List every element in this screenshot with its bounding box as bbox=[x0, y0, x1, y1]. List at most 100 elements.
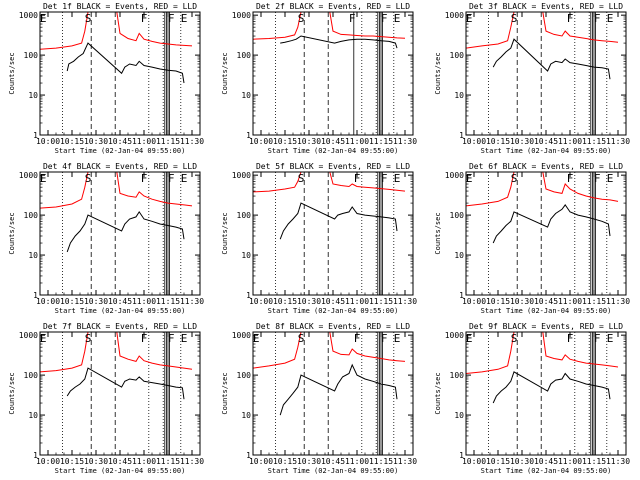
y-tick-label: 1000 bbox=[445, 171, 464, 180]
plot-frame bbox=[465, 331, 627, 456]
x-tick-label: 10:30 bbox=[84, 297, 108, 306]
interval-marker-label: E bbox=[394, 12, 401, 25]
x-tick-label: 10:45 bbox=[108, 297, 132, 306]
interval-marker-label: S bbox=[85, 12, 92, 25]
x-tick-label: 10:00 bbox=[36, 457, 60, 466]
x-axis-label: Start Time (02-Jan-04 09:55:00) bbox=[268, 147, 399, 155]
y-tick-label: 10 bbox=[28, 411, 38, 420]
x-tick-label: 10:00 bbox=[462, 297, 486, 306]
x-tick-label: 11:15 bbox=[156, 297, 180, 306]
x-tick-label: 11:30 bbox=[393, 457, 417, 466]
y-tick-label: 10 bbox=[454, 91, 464, 100]
x-axis-label: Start Time (02-Jan-04 09:55:00) bbox=[55, 307, 186, 315]
x-tick-label: 11:30 bbox=[393, 137, 417, 146]
interval-marker-label: F bbox=[594, 172, 601, 185]
interval-marker-label: F bbox=[354, 172, 361, 185]
y-tick-label: 10 bbox=[241, 91, 251, 100]
x-tick-label: 11:15 bbox=[582, 297, 606, 306]
interval-marker-label: F bbox=[381, 12, 388, 25]
x-tick-label: 10:15 bbox=[60, 137, 84, 146]
events-series-line bbox=[280, 35, 398, 49]
x-tick-label: 11:00 bbox=[345, 137, 369, 146]
interval-marker-label: F bbox=[354, 332, 361, 345]
x-tick-label: 10:45 bbox=[108, 137, 132, 146]
interval-marker-label: S bbox=[85, 172, 92, 185]
x-tick-label: 11:30 bbox=[606, 457, 630, 466]
panel-title: Det 2f BLACK = Events, RED = LLD bbox=[256, 2, 410, 11]
y-axis-label: Counts/sec bbox=[221, 52, 229, 94]
y-axis-label: Counts/sec bbox=[434, 52, 442, 94]
lld-series-line bbox=[465, 331, 619, 374]
interval-marker-label: E bbox=[466, 12, 473, 25]
y-tick-label: 1 bbox=[33, 131, 38, 140]
y-tick-label: 1000 bbox=[232, 11, 251, 20]
panel-det-4: Det 4f BLACK = Events, RED = LLD 1 10 100 10… bbox=[8, 162, 204, 315]
panel-det-3: Det 3f BLACK = Events, RED = LLD 1 10 100 10… bbox=[434, 2, 630, 155]
y-tick-label: 1 bbox=[246, 451, 251, 460]
panel-det-6: Det 6f BLACK = Events, RED = LLD 1 10 100 10… bbox=[434, 162, 630, 315]
y-axis-label: Counts/sec bbox=[434, 372, 442, 414]
x-tick-label: 11:00 bbox=[558, 137, 582, 146]
lld-series-line bbox=[39, 171, 193, 209]
x-tick-label: 11:00 bbox=[132, 457, 156, 466]
lld-series-line bbox=[39, 331, 193, 373]
x-tick-label: 11:00 bbox=[132, 297, 156, 306]
y-tick-label: 10 bbox=[241, 411, 251, 420]
panel-title: Det 6f BLACK = Events, RED = LLD bbox=[469, 162, 623, 171]
x-tick-label: 11:30 bbox=[606, 137, 630, 146]
x-tick-label: 10:15 bbox=[486, 297, 510, 306]
x-tick-label: 11:30 bbox=[180, 297, 204, 306]
lld-series-line bbox=[252, 171, 406, 193]
x-tick-label: 11:00 bbox=[558, 297, 582, 306]
x-tick-label: 11:00 bbox=[558, 457, 582, 466]
x-tick-label: 11:00 bbox=[345, 297, 369, 306]
interval-marker-label: E bbox=[607, 172, 614, 185]
y-tick-label: 1 bbox=[459, 451, 464, 460]
x-tick-label: 10:45 bbox=[534, 457, 558, 466]
y-tick-label: 100 bbox=[237, 51, 252, 60]
interval-marker-label: F bbox=[381, 172, 388, 185]
x-axis-label: Start Time (02-Jan-04 09:55:00) bbox=[481, 467, 612, 475]
interval-marker-label: E bbox=[607, 12, 614, 25]
x-tick-label: 10:45 bbox=[534, 297, 558, 306]
x-tick-label: 11:30 bbox=[180, 457, 204, 466]
interval-marker-label: E bbox=[40, 332, 47, 345]
panel-det-9: Det 9f BLACK = Events, RED = LLD 1 10 100 10… bbox=[434, 322, 630, 475]
x-tick-label: 10:45 bbox=[534, 137, 558, 146]
interval-marker-label: F bbox=[168, 332, 175, 345]
y-tick-label: 100 bbox=[24, 51, 39, 60]
y-tick-label: 1 bbox=[33, 291, 38, 300]
y-tick-label: 1 bbox=[33, 451, 38, 460]
y-tick-label: 100 bbox=[450, 51, 465, 60]
lld-series-line bbox=[39, 11, 193, 50]
panel-title: Det 9f BLACK = Events, RED = LLD bbox=[469, 322, 623, 331]
x-tick-label: 11:30 bbox=[180, 137, 204, 146]
interval-marker-label: F bbox=[594, 12, 601, 25]
x-axis-label: Start Time (02-Jan-04 09:55:00) bbox=[268, 467, 399, 475]
interval-marker-label: S bbox=[511, 172, 518, 185]
y-tick-label: 100 bbox=[450, 211, 465, 220]
x-tick-label: 11:15 bbox=[156, 457, 180, 466]
panel-det-5: Det 5f BLACK = Events, RED = LLD 1 10 100 10… bbox=[221, 162, 417, 315]
y-tick-label: 1000 bbox=[19, 171, 38, 180]
y-tick-label: 1 bbox=[459, 131, 464, 140]
plot-frame bbox=[465, 171, 627, 296]
interval-marker-label: F bbox=[141, 332, 148, 345]
events-series-line bbox=[492, 204, 611, 244]
y-tick-label: 1000 bbox=[19, 11, 38, 20]
interval-marker-label: F bbox=[567, 332, 574, 345]
x-axis-label: Start Time (02-Jan-04 09:55:00) bbox=[55, 467, 186, 475]
y-tick-label: 10 bbox=[28, 251, 38, 260]
x-tick-label: 11:00 bbox=[132, 137, 156, 146]
x-tick-label: 10:45 bbox=[321, 137, 345, 146]
x-tick-label: 10:30 bbox=[84, 137, 108, 146]
events-series-line bbox=[492, 38, 611, 80]
x-tick-label: 11:15 bbox=[369, 297, 393, 306]
lld-series-line bbox=[465, 11, 619, 49]
panel-det-8: Det 8f BLACK = Events, RED = LLD 1 10 100 10… bbox=[221, 322, 417, 475]
interval-marker-label: E bbox=[181, 172, 188, 185]
interval-marker-label: S bbox=[511, 332, 518, 345]
y-tick-label: 100 bbox=[450, 371, 465, 380]
y-tick-label: 1 bbox=[459, 291, 464, 300]
